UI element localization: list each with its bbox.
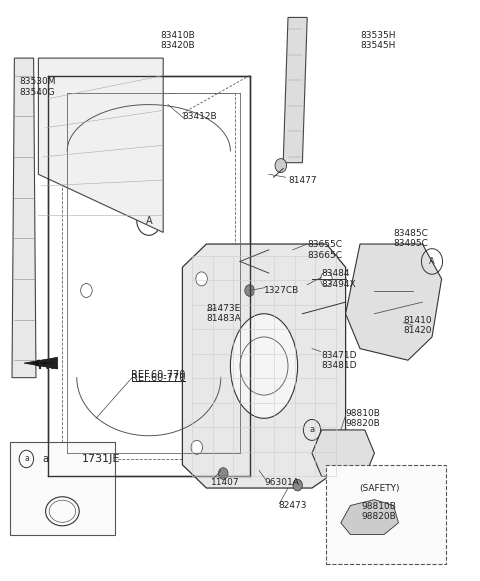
Polygon shape <box>12 58 36 378</box>
Polygon shape <box>312 430 374 476</box>
Text: 98810B
98820B: 98810B 98820B <box>362 501 396 521</box>
Polygon shape <box>182 244 346 488</box>
Text: 82473: 82473 <box>278 501 307 510</box>
Text: REF.60-770: REF.60-770 <box>131 372 186 383</box>
Ellipse shape <box>230 314 298 418</box>
Text: 1327CB: 1327CB <box>264 286 299 295</box>
Circle shape <box>321 272 332 286</box>
Polygon shape <box>346 244 442 360</box>
Text: REF.60-770: REF.60-770 <box>131 370 186 380</box>
Text: 83485C
83495C: 83485C 83495C <box>394 228 429 248</box>
Text: 83484
83494X: 83484 83494X <box>322 269 356 289</box>
Text: a: a <box>24 454 29 464</box>
Text: 83412B: 83412B <box>182 112 217 121</box>
Circle shape <box>196 272 207 286</box>
Circle shape <box>218 468 228 479</box>
Circle shape <box>293 479 302 491</box>
Polygon shape <box>24 357 58 369</box>
Polygon shape <box>38 58 163 232</box>
Text: 83655C
83665C: 83655C 83665C <box>307 240 342 260</box>
Text: 81410
81420: 81410 81420 <box>403 315 432 335</box>
Polygon shape <box>341 500 398 535</box>
Text: A: A <box>429 257 435 266</box>
Circle shape <box>325 440 337 454</box>
Text: 81477: 81477 <box>288 175 317 185</box>
Text: a: a <box>310 425 314 435</box>
Text: 83535H
83545H: 83535H 83545H <box>360 31 396 51</box>
Text: (SAFETY): (SAFETY) <box>359 483 399 493</box>
Text: a: a <box>43 454 48 464</box>
Text: 1731JE: 1731JE <box>82 454 120 464</box>
Circle shape <box>191 440 203 454</box>
Text: 98810B
98820B: 98810B 98820B <box>346 408 381 428</box>
Text: A: A <box>145 216 152 226</box>
Text: 83471D
83481D: 83471D 83481D <box>322 350 357 370</box>
Text: 81473E
81483A: 81473E 81483A <box>206 304 241 324</box>
Circle shape <box>245 285 254 296</box>
Polygon shape <box>283 17 307 163</box>
Text: 83530M
83540G: 83530M 83540G <box>19 77 56 97</box>
FancyBboxPatch shape <box>10 442 115 535</box>
Circle shape <box>275 159 287 173</box>
Text: 83410B
83420B: 83410B 83420B <box>160 31 195 51</box>
FancyBboxPatch shape <box>326 465 446 564</box>
Text: 11407: 11407 <box>211 478 240 487</box>
Text: 96301A: 96301A <box>264 478 299 487</box>
Text: FR.: FR. <box>38 361 59 371</box>
